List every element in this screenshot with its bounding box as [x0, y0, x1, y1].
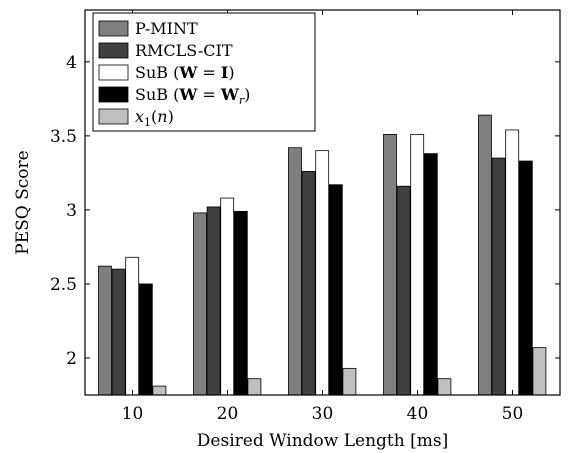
y-tick-label-2.5: 2.5: [50, 275, 77, 295]
bar-2-cat-40: [396, 185, 411, 396]
bar-4-cat-50: [518, 160, 533, 396]
bar-2-cat-30: [301, 170, 316, 396]
x-tick-label-10: 10: [122, 404, 144, 424]
bar-4-cat-30: [328, 184, 343, 396]
legend-label-1: P-MINT: [135, 19, 198, 38]
bar-3-cat-10: [125, 256, 140, 396]
bar-5-cat-20: [247, 378, 262, 396]
bar-4-cat-20: [233, 210, 248, 396]
legend-item-2: RMCLS-CIT: [98, 41, 233, 60]
legend-swatch-2: [98, 42, 129, 59]
bar-1-cat-30: [288, 147, 302, 396]
bar-5-cat-10: [152, 385, 167, 396]
legend-item-4: SuB (W = Wr): [98, 85, 250, 107]
y-tick-label-3: 3: [66, 201, 77, 221]
bar-4-cat-10: [138, 283, 153, 396]
legend-box: [92, 12, 316, 132]
bar-3-cat-50: [505, 129, 520, 396]
legend-label-5: x1(n): [135, 107, 174, 129]
bar-1-cat-50: [478, 114, 492, 396]
bar-4-cat-40: [423, 153, 438, 396]
legend-swatch-5: [98, 108, 129, 125]
bar-3-cat-40: [410, 133, 425, 396]
legend-swatch-1: [98, 20, 129, 37]
bar-2-cat-10: [111, 268, 126, 396]
bar-2-cat-50: [491, 157, 506, 396]
bar-5-cat-40: [437, 378, 452, 396]
legend-item-1: P-MINT: [98, 19, 198, 38]
x-tick-label-20: 20: [217, 404, 239, 424]
bar-2-cat-20: [206, 206, 221, 396]
legend-item-5: x1(n): [98, 107, 174, 129]
x-tick-label-50: 50: [502, 404, 524, 424]
legend-label-4: SuB (W = Wr): [135, 85, 250, 107]
bar-1-cat-10: [98, 265, 112, 396]
bar-5-cat-50: [532, 347, 547, 396]
legend-item-3: SuB (W = I): [98, 63, 235, 82]
x-tick-label-40: 40: [407, 404, 429, 424]
y-tick-label-2: 2: [66, 349, 77, 369]
axis-ticks: 10 20 30 40 50 2 2.5 3 3.5 4: [50, 10, 560, 424]
bar-3-cat-30: [315, 150, 330, 396]
bar-3-cat-20: [220, 197, 235, 396]
bar-5-cat-30: [342, 367, 357, 396]
bars-group: [98, 114, 547, 396]
x-tick-label-30: 30: [312, 404, 334, 424]
bar-1-cat-20: [193, 212, 207, 396]
y-tick-label-3.5: 3.5: [50, 127, 77, 147]
x-axis-title: Desired Window Length [ms]: [197, 431, 448, 451]
legend-swatch-3: [98, 64, 129, 81]
y-tick-label-4: 4: [66, 53, 77, 73]
legend-swatch-4: [98, 86, 129, 103]
y-axis-title: PESQ Score: [13, 150, 33, 254]
legend-label-3: SuB (W = I): [135, 63, 235, 82]
legend: P-MINT RMCLS-CIT SuB (W = I) SuB (W = Wr)x1…: [92, 12, 316, 132]
bar-1-cat-40: [383, 133, 397, 396]
legend-label-2: RMCLS-CIT: [135, 41, 233, 60]
